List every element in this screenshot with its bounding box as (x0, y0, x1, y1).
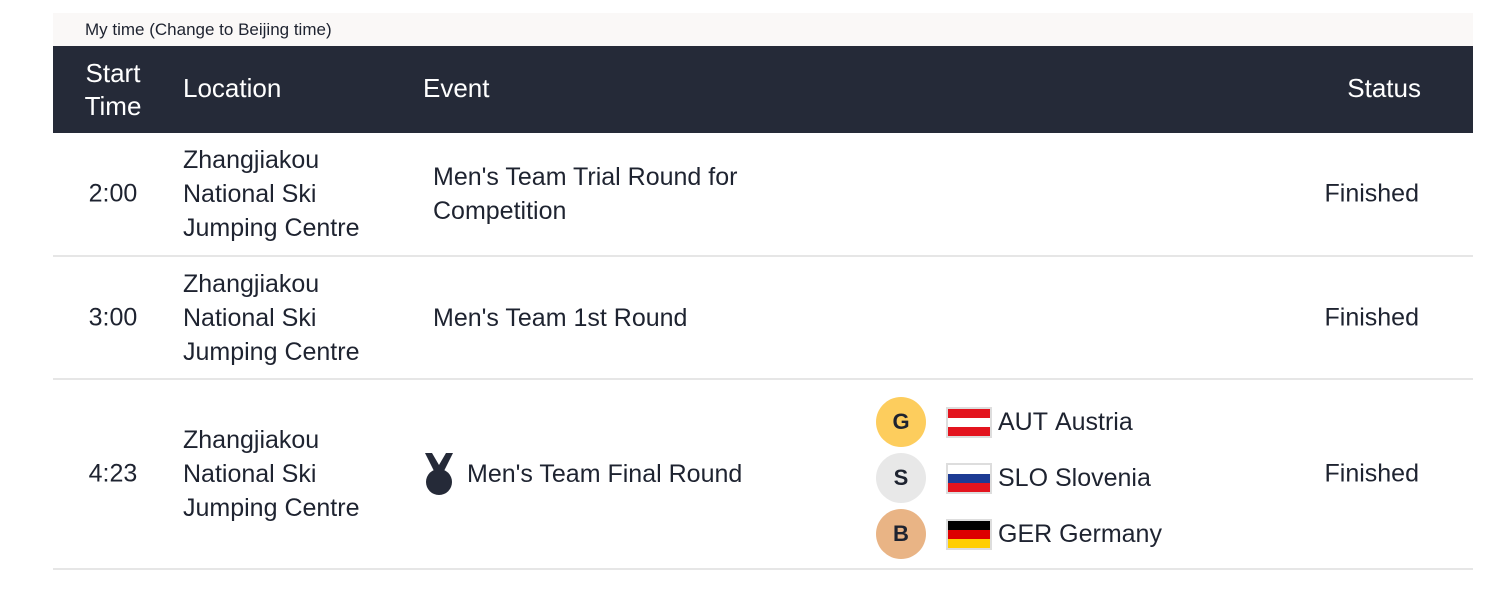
country-code: SLO (998, 463, 1049, 492)
status: Finished (1324, 459, 1420, 488)
event-cell: Men's Team Final Round (425, 451, 793, 497)
header-event: Event (423, 73, 490, 103)
bronze-badge: B (876, 509, 926, 559)
country-name: Austria (1054, 407, 1133, 436)
status: Finished (1324, 179, 1420, 208)
header-start-time: Start Time (84, 58, 142, 121)
start-time: 3:00 (88, 303, 138, 331)
medal-bronze: B GER Germany (876, 506, 1162, 562)
change-to-beijing-time-link[interactable]: (Change to Beijing time) (149, 20, 332, 39)
medal-icon (425, 453, 453, 495)
table-row[interactable]: 2:00 Zhangjiakou National Ski Jumping Cent… (53, 133, 1473, 257)
table-header: Start Time Location Event Status (53, 46, 1473, 133)
medal-silver: S SLO Slovenia (876, 450, 1162, 506)
event-name: Men's Team 1st Round (433, 303, 688, 332)
silver-badge: S (876, 453, 926, 503)
location: Zhangjiakou National Ski Jumping Centre (183, 146, 360, 242)
medal-gold: G AUT Austria (876, 394, 1162, 450)
table-row[interactable]: 4:23 Zhangjiakou National Ski Jumping Cent… (53, 380, 1473, 570)
my-time-label: My time (85, 20, 150, 39)
country-name: Germany (1059, 519, 1162, 548)
table-row[interactable]: 3:00 Zhangjiakou National Ski Jumping Cent… (53, 257, 1473, 380)
header-location: Location (183, 73, 282, 103)
location: Zhangjiakou National Ski Jumping Centre (183, 426, 360, 522)
country-name: Slovenia (1054, 463, 1151, 492)
medal-results: G AUT Austria S SLO Slovenia B GER Germa… (876, 394, 1162, 562)
start-time: 2:00 (88, 179, 138, 208)
event-name: Men's Team Final Round (467, 460, 743, 488)
location: Zhangjiakou National Ski Jumping Centre (183, 269, 360, 366)
start-time: 4:23 (88, 459, 138, 488)
time-zone-bar: My time (Change to Beijing time) (53, 13, 1473, 46)
status: Finished (1324, 303, 1420, 331)
event-name: Men's Team Trial Round for Competition (433, 163, 738, 225)
country-code: GER (998, 519, 1053, 548)
header-status: Status (1347, 73, 1421, 103)
slovenia-flag-icon (946, 462, 992, 494)
schedule-table: My time (Change to Beijing time) Start Ti… (53, 13, 1473, 570)
germany-flag-icon (946, 518, 992, 550)
gold-badge: G (876, 397, 926, 447)
austria-flag-icon (946, 406, 992, 438)
country-code: AUT (998, 407, 1048, 436)
